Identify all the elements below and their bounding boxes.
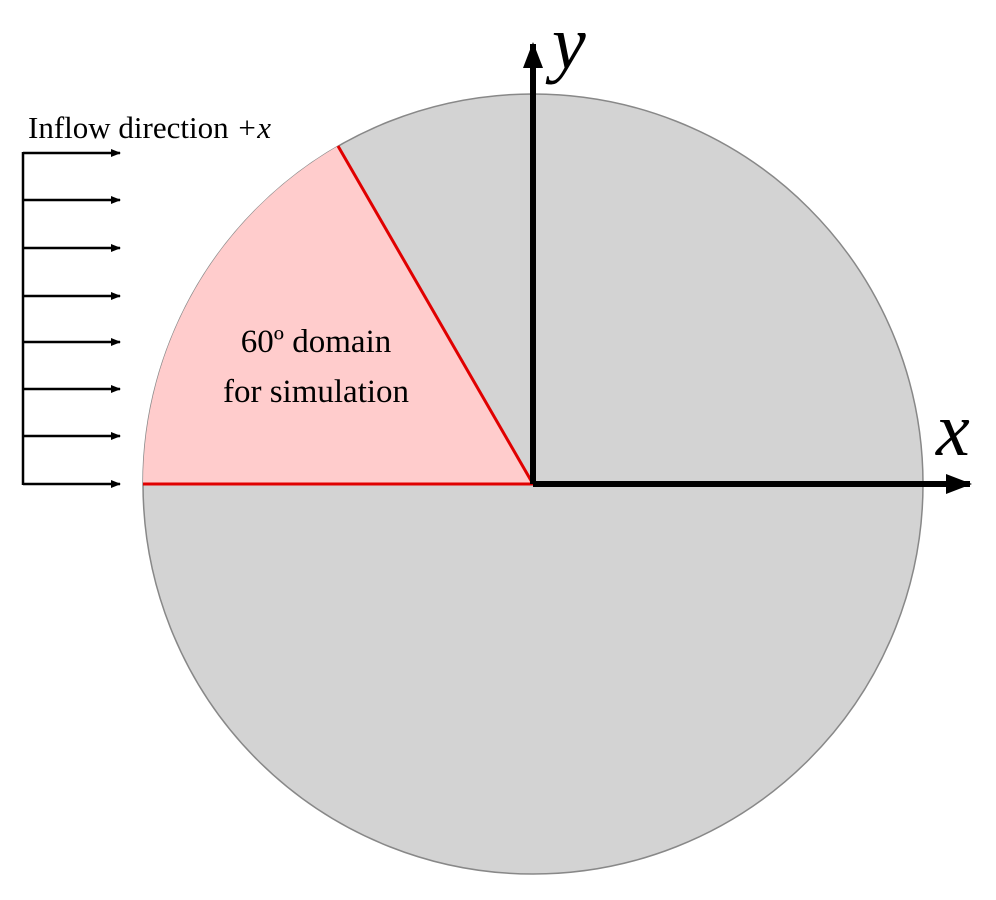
simulation-sector	[142, 146, 533, 484]
sector-edge	[336, 145, 535, 485]
inflow-label: Inflow direction +x	[28, 110, 271, 145]
domain-label: for simulation	[223, 374, 409, 410]
y-axis-label: y	[545, 1, 586, 85]
domain-label: 60º domain	[241, 324, 391, 360]
x-axis-label: x	[935, 388, 970, 472]
inflow-arrows	[21, 149, 121, 488]
